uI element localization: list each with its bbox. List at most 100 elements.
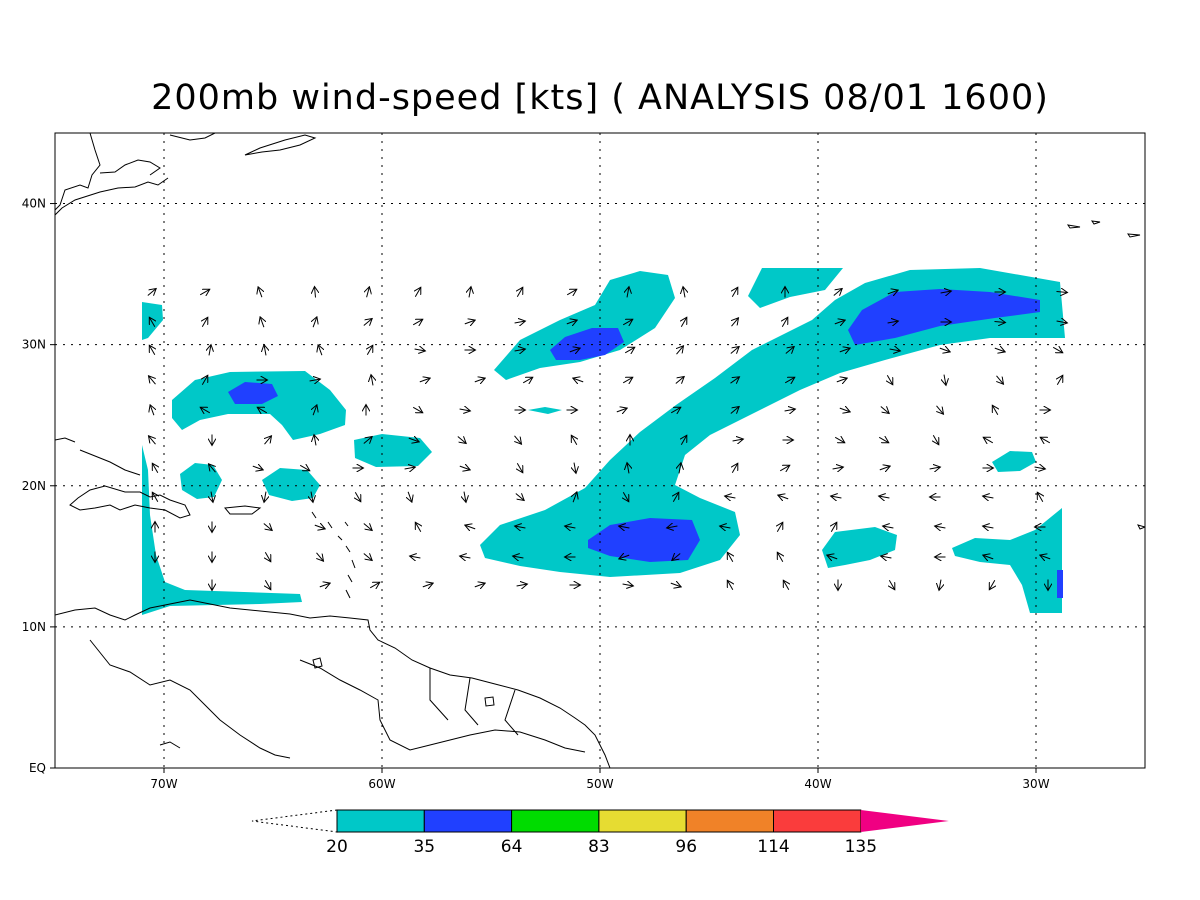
wind-vector-arrow <box>983 496 994 498</box>
wind-vector-arrow <box>513 556 524 558</box>
wind-vector-arrow <box>730 377 740 383</box>
wind-vector-arrow <box>887 290 898 294</box>
wind-vector-arrow <box>315 287 316 298</box>
wind-vector-arrow <box>516 584 528 586</box>
wind-vector-arrow <box>265 436 272 445</box>
wind-vector-arrow <box>670 583 681 587</box>
wind-vector-arrow <box>778 495 789 499</box>
jet-region-southeast-cyan <box>952 508 1062 613</box>
wind-vector-arrow <box>202 375 208 386</box>
jet-region-small-cyan-2 <box>262 468 320 501</box>
jet-core-central-blue <box>550 328 624 360</box>
wind-vector-arrow <box>369 582 380 588</box>
wind-vector-arrow <box>989 579 995 590</box>
color-legend: 20 35 64 83 96 114 135 <box>251 809 949 857</box>
wind-vector-arrow <box>515 435 522 444</box>
wind-vector-arrow <box>408 438 419 442</box>
wind-vector-arrow <box>209 345 211 356</box>
wind-vector-arrow <box>363 524 372 531</box>
wind-vector-arrow <box>299 465 310 471</box>
south-america-borders <box>89 639 586 759</box>
wind-vector-arrow <box>150 405 154 416</box>
wind-vector-arrow <box>422 583 433 587</box>
wind-vector-arrow <box>252 466 263 470</box>
jet-region-northwest-cyan <box>172 371 346 440</box>
wind-vector-arrow <box>983 555 994 559</box>
wind-vector-arrow <box>408 491 412 502</box>
wind-vector-arrow <box>1056 321 1068 323</box>
jet-region-small-cyan-1 <box>180 463 222 499</box>
map-title: 200mb wind-speed [kts] ( ANALYSIS 08/01 … <box>151 78 1049 118</box>
jet-region-north-cyan <box>142 302 163 340</box>
wind-vector-arrow <box>363 319 372 326</box>
wind-vector-arrow <box>200 407 211 413</box>
wind-vector-arrow <box>260 317 264 328</box>
wind-vector-arrow <box>149 376 156 385</box>
wind-vector-arrow <box>474 378 485 382</box>
wind-vector-arrow <box>992 405 998 416</box>
trinidad-coastline <box>312 657 495 707</box>
wind-vector-arrow <box>827 555 838 559</box>
wind-vector-arrow <box>565 526 576 528</box>
wind-vector-arrow <box>410 556 421 558</box>
colorbar-level-label: 64 <box>501 837 523 857</box>
wind-vector-arrow <box>833 289 842 296</box>
wind-vector-arrow <box>720 526 731 528</box>
wind-vector-arrow <box>515 494 524 501</box>
gridline-layer <box>55 133 1145 768</box>
lon-tick-label: 60W <box>368 777 395 791</box>
wind-vector-arrow <box>211 491 213 503</box>
wind-vector-arrow <box>1040 555 1051 559</box>
wind-vector-arrow <box>929 467 941 469</box>
wind-vector-arrow <box>627 463 629 474</box>
wind-vector-arrow <box>880 407 889 414</box>
wind-vector-arrow <box>681 435 687 446</box>
wind-vector-arrow <box>619 555 630 559</box>
wind-vector-arrow <box>1057 375 1063 386</box>
wind-vector-arrow <box>667 526 678 528</box>
colorbar-swatch <box>685 809 775 833</box>
wind-vector-arrow <box>627 287 629 298</box>
wind-vector-arrow <box>879 496 890 498</box>
colorbar-swatch <box>423 809 513 833</box>
wind-vector-arrow <box>264 345 266 356</box>
coastline-layer <box>55 133 1145 768</box>
wind-vector-arrow <box>782 317 788 328</box>
wind-vector-arrow <box>619 526 630 528</box>
wind-vector-arrow <box>265 551 271 562</box>
wind-vector-arrow <box>571 435 577 446</box>
wind-vector-arrow <box>209 464 216 473</box>
wind-vector-arrow <box>459 466 470 470</box>
lon-tick-label: 40W <box>804 777 831 791</box>
wind-vector-arrow <box>522 377 533 383</box>
wind-vector-arrow <box>257 407 268 413</box>
wind-vector-arrow <box>202 317 208 328</box>
wind-vector-arrow <box>258 287 262 298</box>
wind-speed-fill-layer <box>142 268 1065 615</box>
wind-vector-arrow <box>730 407 739 414</box>
wind-vector-arrow <box>573 378 584 382</box>
wind-vector-arrow <box>415 522 421 533</box>
colorbar-high-triangle <box>860 810 949 832</box>
wind-vector-arrow <box>677 346 684 355</box>
wind-vector-arrow <box>263 524 272 531</box>
wind-vector-arrow <box>784 377 795 383</box>
wind-vector-arrow <box>994 348 1005 352</box>
wind-vector-arrow <box>474 583 485 587</box>
colorbar-level-label: 135 <box>845 837 877 857</box>
wind-vector-arrow <box>939 348 950 352</box>
wind-vector-arrow <box>777 522 783 533</box>
wind-vector-arrow <box>878 437 889 443</box>
jet-region-tiny-cyan <box>528 407 562 414</box>
colorbar-swatch <box>336 809 425 833</box>
jet-core-northeast-blue <box>848 289 1040 345</box>
wind-vector-arrow <box>517 462 523 473</box>
colorbar-swatch <box>773 809 862 833</box>
wind-vector-arrow <box>673 492 679 503</box>
wind-vector-arrow <box>831 496 842 498</box>
wind-vector-arrow <box>457 437 466 444</box>
wind-vector-arrow <box>264 491 266 503</box>
wind-vector-arrow <box>994 322 1006 323</box>
wind-vector-arrow <box>415 287 421 298</box>
wind-vector-arrow <box>318 345 322 356</box>
